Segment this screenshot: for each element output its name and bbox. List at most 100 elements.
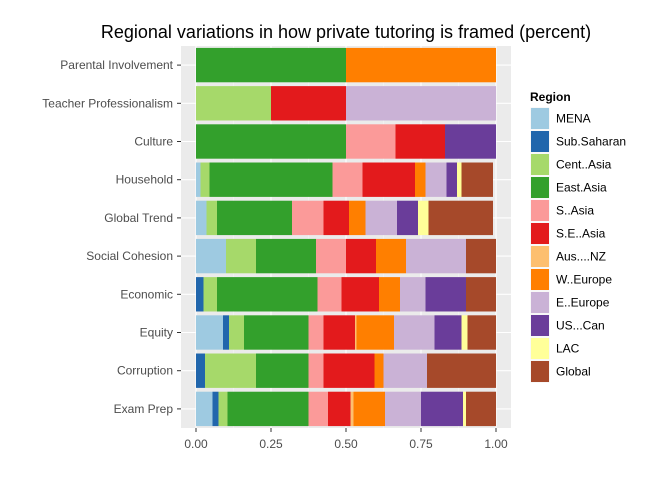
bar-segment-household-e-europe (425, 162, 447, 197)
bar-segment-corruption-east-asia (256, 353, 309, 388)
bar-segment-social-cohesion-mena (196, 238, 226, 274)
legend-label: W..Europe (556, 273, 612, 287)
legend-swatch (531, 338, 549, 359)
bar-segment-corruption-e-europe (383, 353, 427, 388)
legend-label: Sub.Saharan (556, 135, 626, 149)
legend-swatch (531, 223, 549, 244)
bar-segment-equity-cent-asia (229, 315, 244, 350)
bar-segment-global-trend-global (428, 200, 493, 236)
bar-segment-household-w-europe (415, 162, 426, 197)
bar-segment-economic-s-asia (317, 277, 342, 312)
chart-title: Regional variations in how private tutor… (101, 22, 591, 42)
legend-item-s-asia: S..Asia (529, 198, 594, 223)
bar-segment-equity-global (467, 315, 496, 350)
bar-segment-economic-s-e-asia (341, 277, 379, 312)
bar-segment-social-cohesion-e-europe (406, 238, 466, 274)
legend-item-w-europe: W..Europe (529, 267, 612, 292)
legend-title: Region (530, 90, 571, 104)
bar-segment-economic-sub-saharan (196, 277, 204, 312)
bar-row-equity (196, 315, 496, 350)
bar-segment-household-global (461, 162, 493, 197)
legend-swatch (531, 177, 549, 198)
bar-segment-equity-lac (461, 315, 468, 350)
bar-segment-economic-w-europe (379, 277, 400, 312)
legend-swatch (531, 246, 549, 267)
x-tick-label: 0.75 (409, 437, 433, 451)
legend-label: MENA (556, 112, 591, 126)
bar-row-global-trend (196, 200, 493, 236)
bar-segment-equity-east-asia (244, 315, 309, 350)
bar-segment-global-trend-east-asia (217, 200, 292, 236)
y-tick-label: Social Cohesion (86, 249, 173, 263)
bar-segment-exam-prep-cent-asia (218, 391, 228, 427)
bar-segment-exam-prep-s-e-asia (328, 391, 351, 427)
bar-segment-household-us-can (446, 162, 457, 197)
bar-segment-exam-prep-e-europe (385, 391, 421, 427)
bar-segment-economic-us-can (425, 277, 466, 312)
bar-segment-exam-prep-global (466, 391, 496, 427)
legend-label: Cent..Asia (556, 158, 612, 172)
bar-segment-equity-s-e-asia (323, 315, 355, 350)
bar-segment-global-trend-us-can (397, 200, 418, 236)
bar-row-parental-involvement (196, 47, 496, 83)
legend-label: S.E..Asia (556, 227, 606, 241)
bar-segment-economic-e-europe (400, 277, 426, 312)
bar-segment-corruption-cent-asia (205, 353, 256, 388)
bar-segment-equity-w-europe (356, 315, 394, 350)
legend-item-e-europe: E..Europe (529, 290, 610, 315)
bar-segment-global-trend-lac (418, 200, 429, 236)
bar-segment-culture-s-e-asia (395, 124, 445, 159)
legend-label: S..Asia (556, 204, 594, 218)
bar-segment-equity-e-europe (394, 315, 435, 350)
legend-swatch (531, 292, 549, 313)
bar-segment-corruption-w-europe (374, 353, 384, 388)
x-tick-label: 1.00 (484, 437, 508, 451)
bar-segment-equity-s-asia (308, 315, 324, 350)
bars-group (196, 47, 496, 427)
legend-item-aus-nz: Aus....NZ (529, 244, 606, 269)
bar-row-household (196, 162, 493, 197)
bar-row-teacher-professionalism (196, 86, 496, 121)
bar-segment-parental-involvement-w-europe (346, 47, 496, 83)
bar-segment-equity-sub-saharan (223, 315, 229, 350)
legend-label: LAC (556, 342, 580, 356)
legend-item-s-e-asia: S.E..Asia (529, 221, 606, 246)
bar-segment-social-cohesion-w-europe (376, 238, 406, 274)
y-tick-label: Culture (134, 135, 173, 149)
bar-segment-household-cent-asia (200, 162, 210, 197)
bar-segment-global-trend-e-europe (365, 200, 397, 236)
bar-segment-corruption-s-e-asia (323, 353, 375, 388)
legend-swatch (531, 200, 549, 221)
legend-swatch (531, 108, 549, 129)
bar-segment-economic-global (466, 277, 496, 312)
bar-row-corruption (196, 353, 496, 388)
legend-label: East.Asia (556, 181, 607, 195)
bar-segment-equity-us-can (434, 315, 462, 350)
bar-segment-corruption-s-asia (308, 353, 324, 388)
bar-segment-exam-prep-us-can (421, 391, 463, 427)
x-tick-label: 0.00 (184, 437, 208, 451)
bar-segment-social-cohesion-east-asia (256, 238, 316, 274)
y-tick-label: Exam Prep (114, 402, 174, 416)
y-axis-ticks: Parental Involvement Teacher Professional… (42, 58, 181, 416)
y-tick-label: Parental Involvement (60, 58, 173, 72)
bar-row-exam-prep (196, 391, 496, 427)
legend-item-cent-asia: Cent..Asia (529, 152, 612, 177)
bar-segment-exam-prep-east-asia (227, 391, 309, 427)
bar-segment-exam-prep-sub-saharan (212, 391, 219, 427)
y-tick-label: Equity (140, 326, 173, 340)
legend: Region MENA Sub.Saharan Cent..Asia East.Asi… (529, 90, 626, 384)
bar-segment-exam-prep-w-europe (353, 391, 385, 427)
bar-segment-household-east-asia (209, 162, 333, 197)
bar-segment-household-lac (457, 162, 462, 197)
y-tick-label: Global Trend (104, 211, 173, 225)
legend-label: Aus....NZ (556, 250, 606, 264)
bar-segment-global-trend-mena (196, 200, 207, 236)
legend-swatch (531, 269, 549, 290)
legend-item-us-can: US...Can (529, 313, 605, 338)
bar-segment-exam-prep-lac (463, 391, 466, 427)
legend-swatch (531, 154, 549, 175)
bar-segment-household-mena (196, 162, 201, 197)
bar-segment-equity-aus-nz (355, 315, 357, 350)
